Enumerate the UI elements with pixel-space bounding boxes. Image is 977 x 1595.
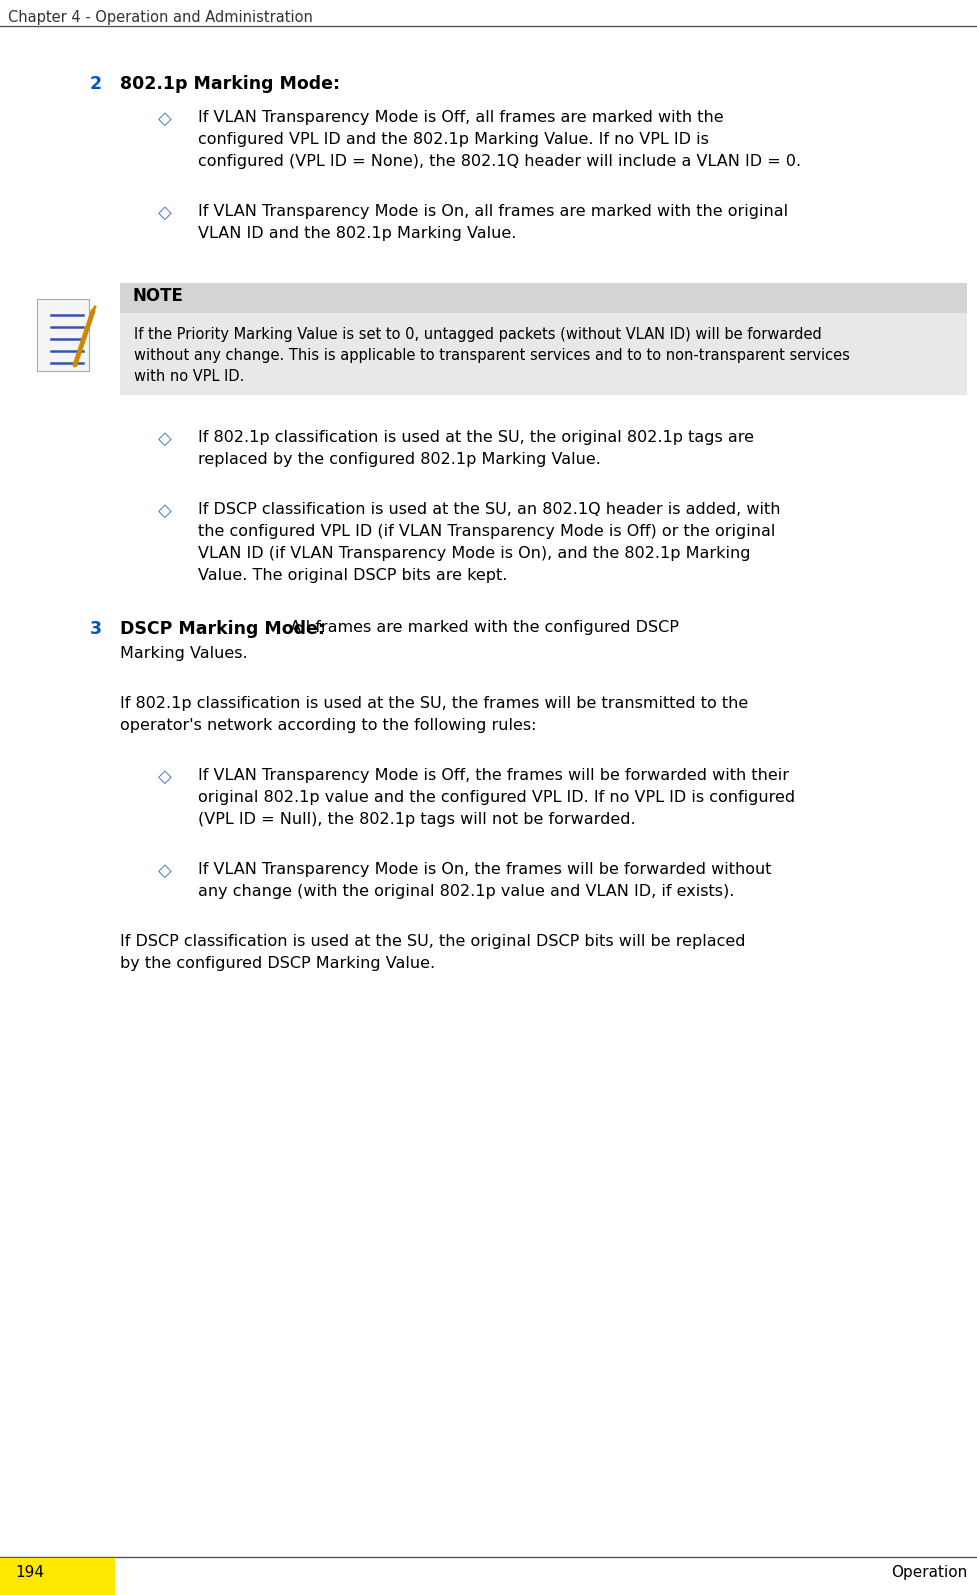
Text: configured VPL ID and the 802.1p Marking Value. If no VPL ID is: configured VPL ID and the 802.1p Marking… bbox=[198, 132, 709, 147]
Bar bbox=[0, 1558, 115, 1595]
Text: ◇: ◇ bbox=[158, 769, 172, 786]
Text: 3: 3 bbox=[90, 620, 102, 638]
Text: Marking Values.: Marking Values. bbox=[120, 646, 247, 660]
Bar bbox=[37, 298, 89, 372]
Text: VLAN ID (if VLAN Transparency Mode is On), and the 802.1p Marking: VLAN ID (if VLAN Transparency Mode is On… bbox=[198, 545, 750, 561]
Text: NOTE: NOTE bbox=[132, 287, 183, 305]
Text: If 802.1p classification is used at the SU, the original 802.1p tags are: If 802.1p classification is used at the … bbox=[198, 431, 754, 445]
Text: Operation: Operation bbox=[891, 1565, 967, 1581]
Text: ◇: ◇ bbox=[158, 502, 172, 520]
Text: 802.1p Marking Mode:: 802.1p Marking Mode: bbox=[120, 75, 340, 93]
Text: operator's network according to the following rules:: operator's network according to the foll… bbox=[120, 718, 536, 734]
Text: original 802.1p value and the configured VPL ID. If no VPL ID is configured: original 802.1p value and the configured… bbox=[198, 790, 795, 805]
Text: If VLAN Transparency Mode is Off, all frames are marked with the: If VLAN Transparency Mode is Off, all fr… bbox=[198, 110, 724, 124]
Text: the configured VPL ID (if VLAN Transparency Mode is Off) or the original: the configured VPL ID (if VLAN Transpare… bbox=[198, 525, 776, 539]
Bar bbox=[120, 313, 967, 396]
Text: ◇: ◇ bbox=[158, 861, 172, 880]
Bar bbox=[120, 282, 967, 313]
Text: any change (with the original 802.1p value and VLAN ID, if exists).: any change (with the original 802.1p val… bbox=[198, 884, 735, 900]
Text: configured (VPL ID = None), the 802.1Q header will include a VLAN ID = 0.: configured (VPL ID = None), the 802.1Q h… bbox=[198, 155, 801, 169]
Text: with no VPL ID.: with no VPL ID. bbox=[134, 368, 244, 384]
Text: If DSCP classification is used at the SU, the original DSCP bits will be replace: If DSCP classification is used at the SU… bbox=[120, 935, 745, 949]
Text: ◇: ◇ bbox=[158, 431, 172, 448]
Text: If VLAN Transparency Mode is On, all frames are marked with the original: If VLAN Transparency Mode is On, all fra… bbox=[198, 204, 788, 219]
Text: (VPL ID = Null), the 802.1p tags will not be forwarded.: (VPL ID = Null), the 802.1p tags will no… bbox=[198, 812, 636, 826]
Text: If DSCP classification is used at the SU, an 802.1Q header is added, with: If DSCP classification is used at the SU… bbox=[198, 502, 781, 517]
Text: VLAN ID and the 802.1p Marking Value.: VLAN ID and the 802.1p Marking Value. bbox=[198, 226, 517, 241]
Text: ◇: ◇ bbox=[158, 204, 172, 222]
Text: If the Priority Marking Value is set to 0, untagged packets (without VLAN ID) wi: If the Priority Marking Value is set to … bbox=[134, 327, 822, 341]
Text: 2: 2 bbox=[90, 75, 103, 93]
Text: ◇: ◇ bbox=[158, 110, 172, 128]
Text: If VLAN Transparency Mode is On, the frames will be forwarded without: If VLAN Transparency Mode is On, the fra… bbox=[198, 861, 772, 877]
Text: 194: 194 bbox=[15, 1565, 44, 1581]
Text: DSCP Marking Mode:: DSCP Marking Mode: bbox=[120, 620, 325, 638]
Text: If VLAN Transparency Mode is Off, the frames will be forwarded with their: If VLAN Transparency Mode is Off, the fr… bbox=[198, 769, 789, 783]
Text: If 802.1p classification is used at the SU, the frames will be transmitted to th: If 802.1p classification is used at the … bbox=[120, 695, 748, 711]
Text: without any change. This is applicable to transparent services and to to non-tra: without any change. This is applicable t… bbox=[134, 348, 850, 364]
Text: Chapter 4 - Operation and Administration: Chapter 4 - Operation and Administration bbox=[8, 10, 313, 26]
Text: Value. The original DSCP bits are kept.: Value. The original DSCP bits are kept. bbox=[198, 568, 507, 584]
Text: All frames are marked with the configured DSCP: All frames are marked with the configure… bbox=[285, 620, 679, 635]
Text: replaced by the configured 802.1p Marking Value.: replaced by the configured 802.1p Markin… bbox=[198, 451, 601, 467]
Text: by the configured DSCP Marking Value.: by the configured DSCP Marking Value. bbox=[120, 955, 435, 971]
